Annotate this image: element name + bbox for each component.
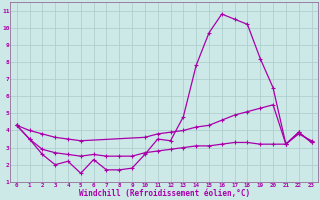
- X-axis label: Windchill (Refroidissement éolien,°C): Windchill (Refroidissement éolien,°C): [78, 189, 250, 198]
